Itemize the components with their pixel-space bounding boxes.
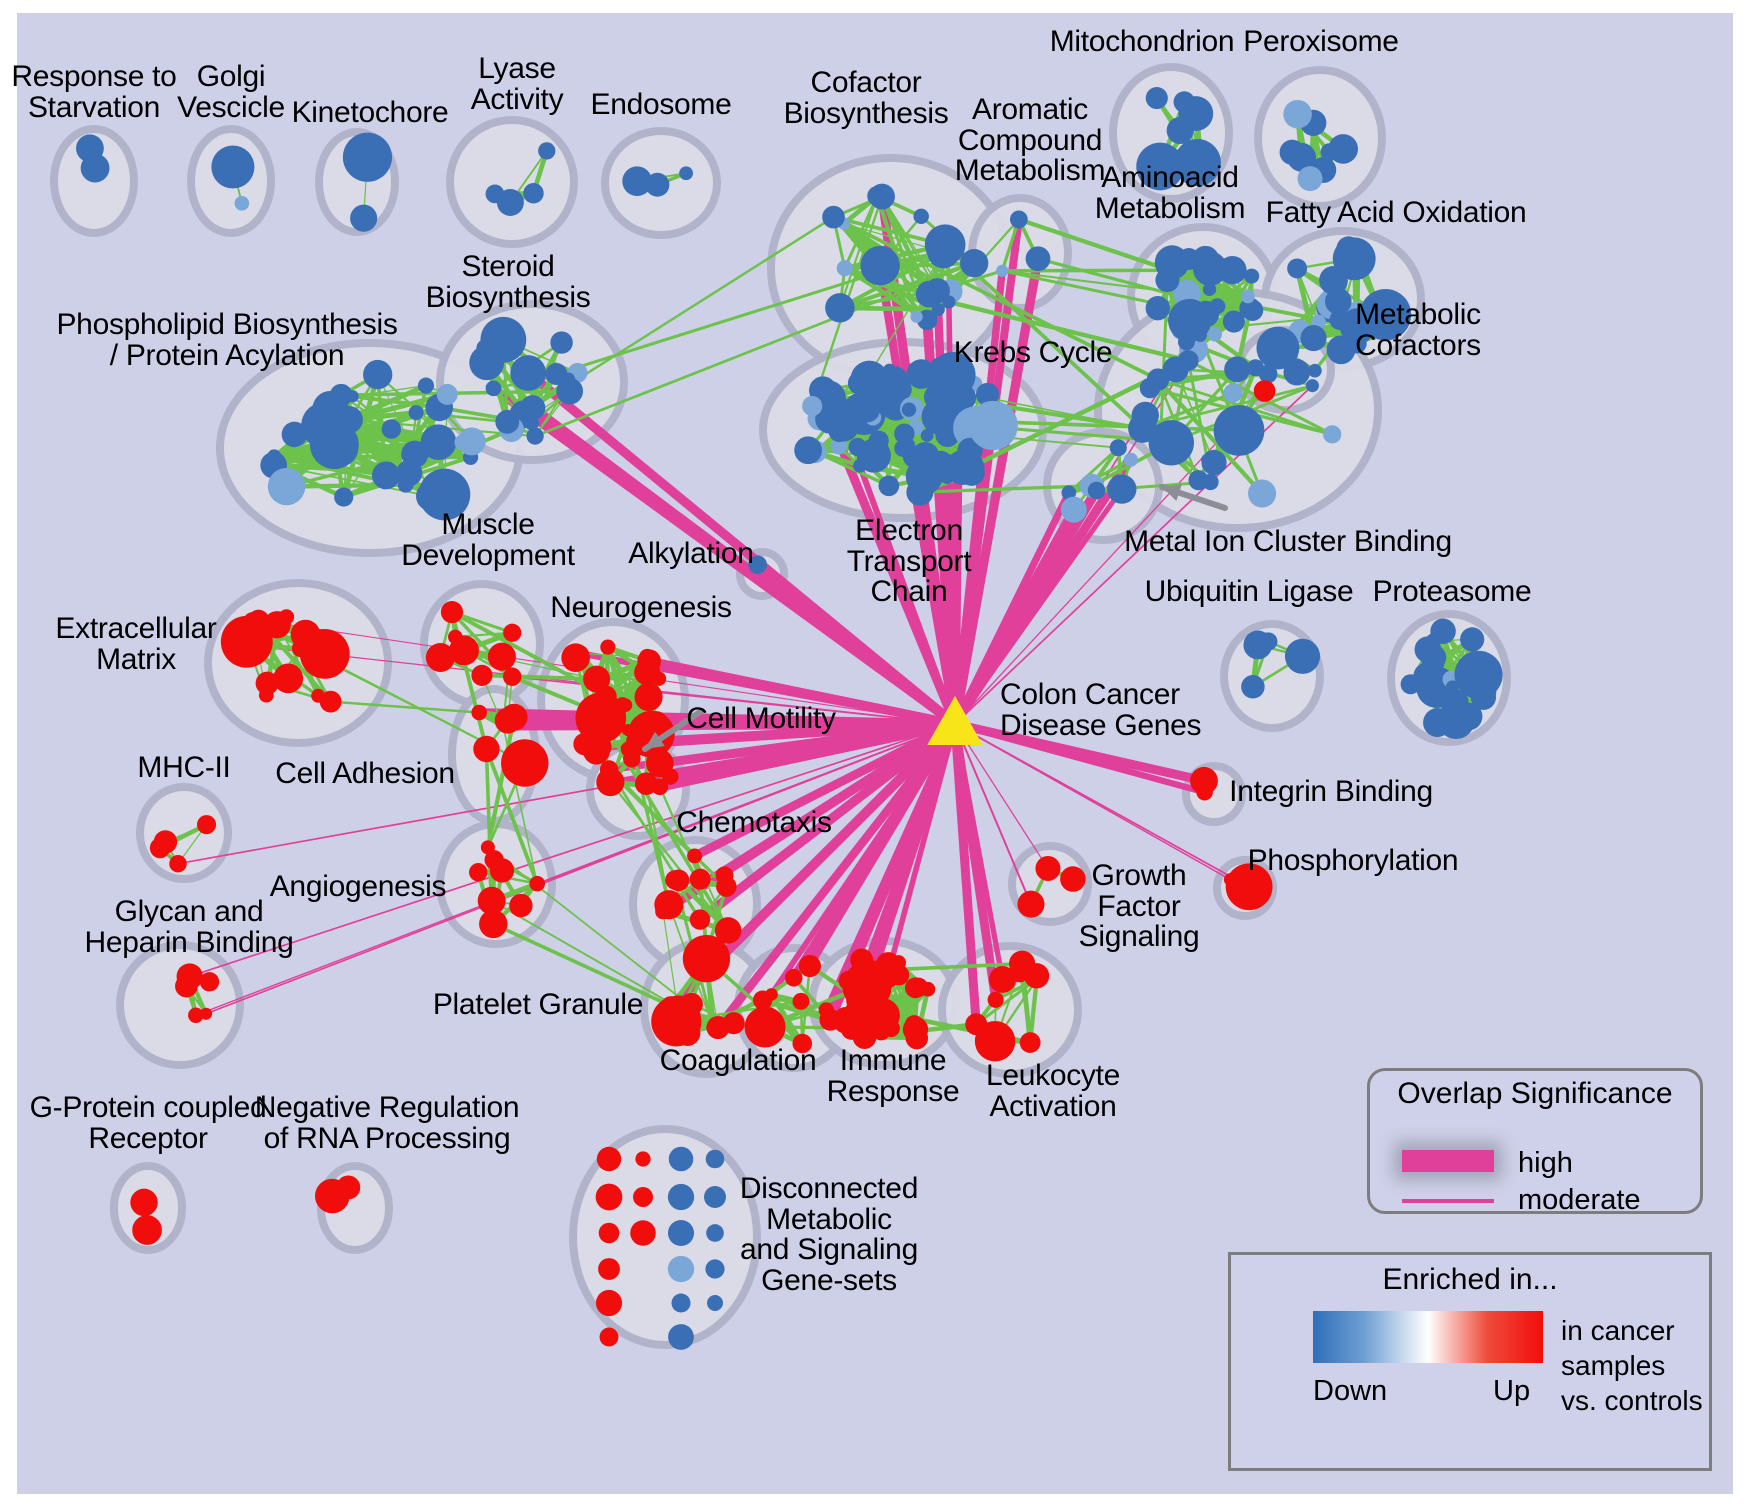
cluster-label-endosome: Endosome — [590, 88, 732, 121]
cluster-label-metabolic-cofactors: Metabolic Cofactors — [1355, 298, 1481, 362]
cluster-label-negative-regulation-rna-processing: Negative Regulation of RNA Processing — [254, 1091, 520, 1155]
cluster-label-aminoacid-metabolism: Aminoacid Metabolism — [1094, 161, 1246, 225]
cluster-label-lyase-activity: Lyase Activity — [470, 52, 564, 116]
cluster-label-cell-motility: Cell Motility — [686, 702, 836, 735]
cluster-label-peroxisome: Peroxisome — [1243, 25, 1399, 58]
overlap-high-swatch — [1402, 1150, 1494, 1172]
cluster-label-mhc-ii: MHC-II — [137, 751, 231, 784]
cluster-label-integrin-binding: Integrin Binding — [1229, 775, 1433, 808]
cluster-label-phosphorylation: Phosphorylation — [1247, 844, 1459, 877]
enrichment-colorbar — [1313, 1311, 1543, 1363]
cluster-label-coagulation: Coagulation — [659, 1044, 817, 1077]
cluster-label-disconnected-gene-sets: Disconnected Metabolic and Signaling Gen… — [739, 1172, 919, 1297]
hub-label: Colon Cancer Disease Genes — [1000, 678, 1202, 742]
cluster-label-glycan-heparin-binding: Glycan and Heparin Binding — [84, 895, 294, 959]
cluster-label-response-to-starvation: Response to Starvation — [11, 60, 177, 124]
cluster-label-cell-adhesion: Cell Adhesion — [275, 757, 455, 790]
cluster-label-krebs-cycle: Krebs Cycle — [953, 336, 1113, 369]
enriched-note: in cancer samples vs. controls — [1561, 1315, 1703, 1416]
cluster-label-platelet-granule: Platelet Granule — [432, 988, 644, 1021]
cluster-label-chemotaxis: Chemotaxis — [676, 806, 832, 839]
enriched-legend-title: Enriched in... — [1382, 1263, 1558, 1296]
cluster-label-steroid-biosynthesis: Steroid Biosynthesis — [425, 250, 591, 314]
cluster-label-aromatic-compound-metabolism: Aromatic Compound Metabolism — [954, 93, 1106, 188]
cluster-label-electron-transport-chain: Electron Transport Chain — [846, 514, 972, 609]
cluster-label-ubiquitin-ligase: Ubiquitin Ligase — [1144, 575, 1354, 608]
cluster-label-phospholipid-biosynthesis: Phospholipid Biosynthesis / Protein Acyl… — [56, 308, 398, 372]
cluster-label-immune-response: Immune Response — [826, 1044, 960, 1108]
cluster-label-golgi-vescicle: Golgi Vescicle — [177, 60, 285, 124]
cluster-label-kinetochore: Kinetochore — [291, 96, 449, 129]
cluster-label-proteasome: Proteasome — [1372, 575, 1532, 608]
cluster-label-angiogenesis: Angiogenesis — [269, 870, 447, 903]
cluster-label-neurogenesis: Neurogenesis — [550, 591, 732, 624]
cluster-label-mitochondrion: Mitochondrion — [1049, 25, 1235, 58]
cluster-label-leukocyte-activation: Leukocyte Activation — [985, 1059, 1121, 1123]
cluster-label-cofactor-biosynthesis: Cofactor Biosynthesis — [783, 66, 949, 130]
enriched-in-legend: Enriched in... Down Up in cancer samples… — [1228, 1252, 1712, 1471]
cluster-label-alkylation: Alkylation — [628, 537, 754, 570]
cluster-label-fatty-acid-oxidation: Fatty Acid Oxidation — [1265, 196, 1527, 229]
overlap-significance-legend: Overlap Significance high moderate — [1367, 1068, 1703, 1216]
cluster-label-g-protein-coupled-receptor: G-Protein coupled Receptor — [29, 1091, 267, 1155]
overlap-moderate-label: moderate — [1518, 1184, 1641, 1216]
cluster-label-muscle-development: Muscle Development — [401, 508, 575, 572]
cluster-label-metal-ion-cluster-binding: Metal Ion Cluster Binding — [1124, 525, 1452, 558]
overlap-legend-title: Overlap Significance — [1397, 1077, 1673, 1110]
cluster-label-growth-factor-signaling: Growth Factor Signaling — [1078, 859, 1200, 954]
cluster-label-extracellular-matrix: Extracellular Matrix — [55, 612, 217, 676]
colorbar-high-label: Up — [1493, 1375, 1531, 1407]
overlap-high-label: high — [1518, 1147, 1573, 1179]
overlap-moderate-swatch — [1402, 1199, 1494, 1203]
colorbar-low-label: Down — [1313, 1375, 1388, 1407]
